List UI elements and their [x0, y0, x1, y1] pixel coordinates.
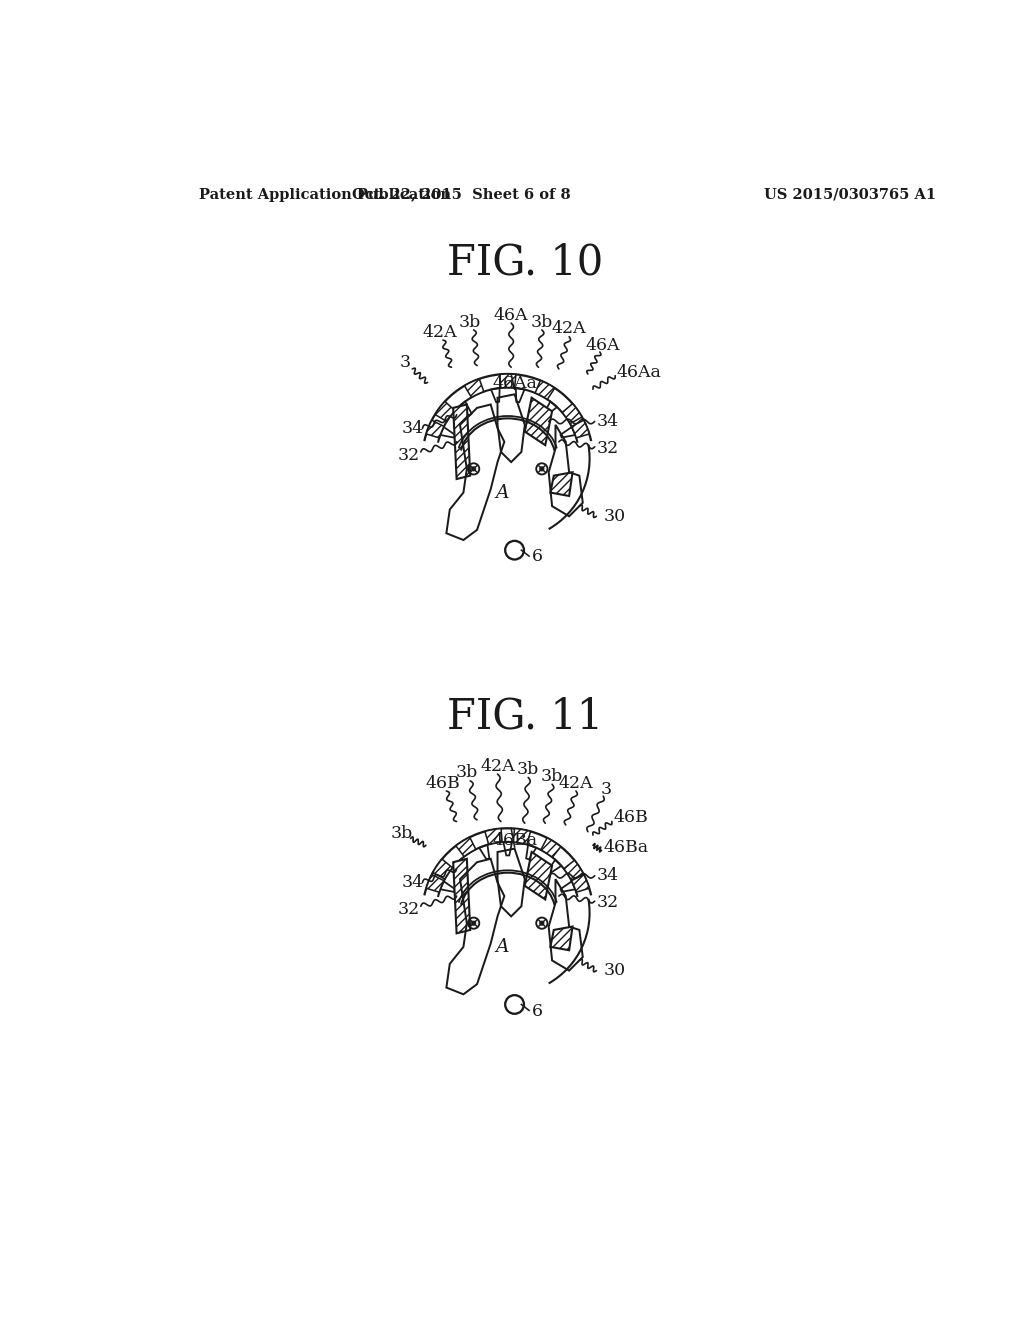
- Polygon shape: [524, 851, 552, 899]
- Text: A: A: [496, 483, 509, 502]
- Polygon shape: [500, 374, 516, 388]
- Text: Oct. 22, 2015  Sheet 6 of 8: Oct. 22, 2015 Sheet 6 of 8: [352, 187, 570, 202]
- Text: 32: 32: [397, 446, 420, 463]
- Polygon shape: [564, 861, 584, 880]
- Polygon shape: [456, 837, 476, 857]
- Polygon shape: [435, 401, 455, 421]
- Polygon shape: [562, 404, 582, 424]
- Text: 34: 34: [401, 420, 423, 437]
- Text: US 2015/0303765 A1: US 2015/0303765 A1: [764, 187, 936, 202]
- Text: 3b: 3b: [517, 762, 540, 777]
- Polygon shape: [454, 404, 470, 479]
- Text: 3b: 3b: [541, 768, 563, 785]
- Polygon shape: [433, 859, 453, 879]
- Text: 32: 32: [596, 895, 618, 911]
- Text: 46Ba: 46Ba: [603, 840, 648, 855]
- Text: 32: 32: [596, 440, 618, 457]
- Text: 3b: 3b: [456, 764, 478, 781]
- Circle shape: [540, 921, 544, 925]
- Text: 42A: 42A: [552, 321, 587, 338]
- Text: 46A: 46A: [494, 306, 528, 323]
- Text: 6: 6: [531, 1003, 543, 1020]
- Text: 42A: 42A: [422, 323, 457, 341]
- Polygon shape: [571, 875, 589, 892]
- Polygon shape: [550, 473, 572, 496]
- Circle shape: [471, 467, 476, 471]
- Text: 46B: 46B: [426, 775, 461, 792]
- Text: 32: 32: [397, 902, 420, 919]
- Polygon shape: [426, 875, 444, 892]
- Polygon shape: [513, 829, 530, 845]
- Polygon shape: [426, 420, 444, 438]
- Circle shape: [540, 467, 544, 471]
- Polygon shape: [524, 397, 552, 445]
- Text: FIG. 10: FIG. 10: [446, 242, 603, 284]
- Text: 46B: 46B: [613, 809, 648, 825]
- Polygon shape: [571, 420, 589, 438]
- Text: 3: 3: [400, 354, 411, 371]
- Polygon shape: [541, 838, 561, 857]
- Polygon shape: [465, 379, 484, 397]
- Text: 34: 34: [596, 867, 618, 884]
- Text: 46Ba: 46Ba: [492, 832, 538, 849]
- Circle shape: [471, 921, 476, 925]
- Text: 3b: 3b: [391, 825, 413, 842]
- Text: 34: 34: [401, 874, 423, 891]
- Text: 42A: 42A: [559, 775, 593, 792]
- Text: 46Aa: 46Aa: [493, 375, 537, 392]
- Text: FIG. 11: FIG. 11: [446, 696, 603, 738]
- Text: 3: 3: [601, 781, 612, 799]
- Polygon shape: [454, 859, 470, 933]
- Text: 42A: 42A: [480, 758, 515, 775]
- Text: 3b: 3b: [459, 314, 481, 330]
- Polygon shape: [536, 380, 555, 400]
- Polygon shape: [485, 829, 502, 845]
- Text: 30: 30: [603, 508, 626, 525]
- Text: 6: 6: [531, 548, 543, 565]
- Text: 30: 30: [603, 962, 626, 979]
- Text: 46Aa: 46Aa: [616, 364, 662, 381]
- Text: 34: 34: [596, 413, 618, 430]
- Text: A: A: [496, 939, 509, 956]
- Text: 3b: 3b: [530, 314, 553, 330]
- Text: 46A: 46A: [586, 338, 621, 354]
- Polygon shape: [550, 927, 572, 950]
- Text: Patent Application Publication: Patent Application Publication: [200, 187, 452, 202]
